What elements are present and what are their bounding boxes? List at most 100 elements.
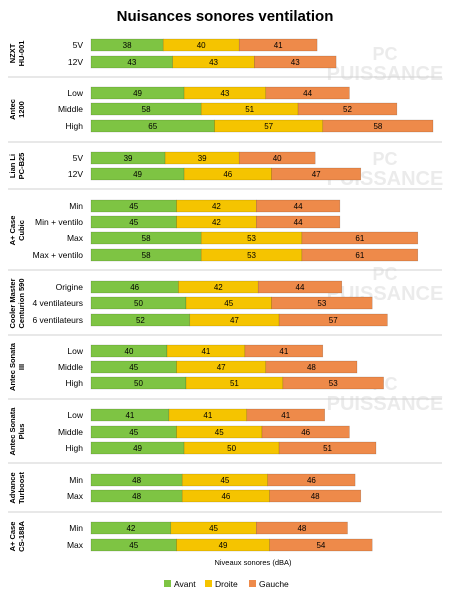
data-label: 46 [307, 476, 316, 485]
group-label: Antec SonataPlus [8, 407, 26, 456]
legend-label-avant: Avant [174, 579, 196, 589]
data-label: 41 [274, 41, 283, 50]
data-label: 58 [142, 105, 151, 114]
data-label: 51 [245, 105, 254, 114]
bar-gauche [265, 86, 350, 100]
bar-gauche [256, 215, 341, 229]
watermarks: PUISSANCEPCPUISSANCEPCPUISSANCEPCPUISSAN… [327, 44, 444, 415]
category-label: Max + ventilo [33, 250, 84, 260]
category-label: High [66, 378, 84, 388]
group: Cooler MasterCenturion 590 Origine 46 42 44 4… [8, 278, 388, 329]
data-label: 40 [273, 154, 282, 163]
bar-gauche [265, 360, 358, 374]
legend-swatch-gauche [249, 580, 256, 587]
data-label: 44 [296, 283, 305, 292]
watermark-text: PC [372, 264, 397, 284]
data-label: 45 [129, 541, 138, 550]
group-label: Antec1200 [8, 99, 26, 120]
legend: Avant Droite Gauche [164, 579, 289, 589]
data-label: 58 [373, 122, 382, 131]
data-label: 44 [294, 202, 303, 211]
data-label: 49 [133, 89, 142, 98]
group-label: A+ CaseCS-188A [8, 521, 26, 552]
watermark-text: PUISSANCE [327, 63, 444, 85]
data-label: 42 [214, 283, 223, 292]
data-label: 43 [127, 58, 136, 67]
bar-gauche [269, 489, 362, 503]
bar-gauche [238, 151, 316, 165]
data-label: 50 [134, 379, 143, 388]
data-label: 42 [212, 218, 221, 227]
data-label: 46 [130, 283, 139, 292]
group: Antec1200 Low 49 43 44 Middle 58 51 52 High 65 57 58 [8, 86, 434, 133]
watermark-text: PC [372, 44, 397, 64]
data-label: 48 [132, 492, 141, 501]
chart-groups: NZXTHU-001 5V 38 40 41 12V 43 43 43 Antec1200 Low 4… [8, 38, 434, 552]
data-label: 45 [129, 428, 138, 437]
group-label: NZXTHU-001 [8, 41, 26, 67]
data-label: 47 [217, 363, 226, 372]
category-label: Min [69, 523, 83, 533]
category-label: Middle [58, 362, 83, 372]
bar-gauche [238, 38, 318, 52]
category-label: Max [67, 233, 84, 243]
bar-gauche [322, 119, 434, 133]
data-label: 44 [294, 218, 303, 227]
category-label: 4 ventilateurs [32, 298, 83, 308]
legend-label-gauche: Gauche [259, 579, 289, 589]
group: Antec SonataPlus Low 41 41 41 Middle 45 45 46 Hig… [8, 407, 377, 456]
data-label: 57 [329, 316, 338, 325]
data-label: 39 [198, 154, 207, 163]
chart-title: Nuisances sonores ventilation [117, 8, 334, 25]
category-label: 5V [73, 40, 84, 50]
data-label: 53 [329, 379, 338, 388]
bar-gauche [267, 473, 356, 487]
data-label: 45 [129, 363, 138, 372]
data-label: 51 [230, 379, 239, 388]
category-label: 12V [68, 57, 83, 67]
category-label: Origine [56, 282, 84, 292]
bar-gauche [271, 296, 373, 310]
data-label: 61 [355, 234, 364, 243]
category-label: Low [67, 346, 83, 356]
group-separators [8, 76, 442, 513]
x-axis-title: Niveaux sonores (dBA) [214, 558, 292, 567]
data-label: 48 [307, 363, 316, 372]
bar-gauche [256, 521, 348, 535]
category-label: Low [67, 410, 83, 420]
data-label: 45 [129, 218, 138, 227]
category-label: 12V [68, 169, 83, 179]
group-label: Lian LiPC-B25 [8, 153, 26, 180]
category-label: Middle [58, 104, 83, 114]
legend-swatch-droite [205, 580, 212, 587]
data-label: 52 [136, 316, 145, 325]
bar-gauche [244, 344, 324, 358]
data-label: 51 [323, 444, 332, 453]
data-label: 44 [303, 89, 312, 98]
data-label: 43 [209, 58, 218, 67]
data-label: 45 [220, 476, 229, 485]
bar-gauche [297, 102, 398, 116]
legend-swatch-avant [164, 580, 171, 587]
data-label: 43 [220, 89, 229, 98]
data-label: 46 [223, 170, 232, 179]
data-label: 38 [123, 41, 132, 50]
category-label: Max [67, 540, 84, 550]
bar-gauche [301, 231, 419, 245]
group-label: A+ CaseCubic [8, 216, 26, 246]
category-label: High [66, 443, 84, 453]
data-label: 46 [221, 492, 230, 501]
data-label: 49 [219, 541, 228, 550]
data-label: 41 [125, 411, 134, 420]
data-label: 58 [142, 234, 151, 243]
data-label: 58 [142, 251, 151, 260]
data-label: 50 [134, 299, 143, 308]
data-label: 53 [317, 299, 326, 308]
watermark-text: PC [372, 149, 397, 169]
bar-gauche [256, 199, 341, 213]
data-label: 45 [224, 299, 233, 308]
bar-gauche [282, 376, 384, 390]
group-label: Antec SonataIII [8, 342, 26, 391]
